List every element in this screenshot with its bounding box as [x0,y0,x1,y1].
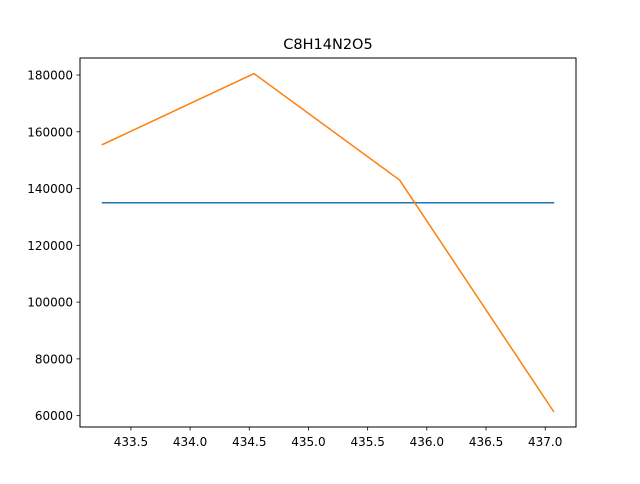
y-tick-label: 180000 [27,69,73,83]
x-axis-ticks: 433.5 434.0 434.5 435.0 435.5 436.0 436.5 437.0 [114,427,562,449]
x-tick-label: 436.5 [469,435,503,449]
y-tick-label: 120000 [27,239,73,253]
x-tick-label: 435.5 [350,435,384,449]
y-tick-label: 60000 [35,409,73,423]
y-tick-label: 140000 [27,182,73,196]
plot-area-frame [79,57,577,428]
x-tick-label: 434.0 [173,435,207,449]
x-tick-label: 433.5 [114,435,148,449]
y-tick-label: 80000 [35,352,73,366]
chart-title: C8H14N2O5 [283,37,372,53]
x-tick-label: 435.0 [291,435,325,449]
y-tick-label: 100000 [27,296,73,310]
series-line-2 [101,72,555,413]
x-tick-label: 434.5 [232,435,266,449]
y-tick-label: 160000 [27,125,73,139]
x-tick-label: 436.0 [410,435,444,449]
series-layer [101,72,555,413]
x-tick-label: 437.0 [528,435,562,449]
y-axis-ticks: 60000 80000 100000 120000 140000 160000 180000 [27,69,80,423]
